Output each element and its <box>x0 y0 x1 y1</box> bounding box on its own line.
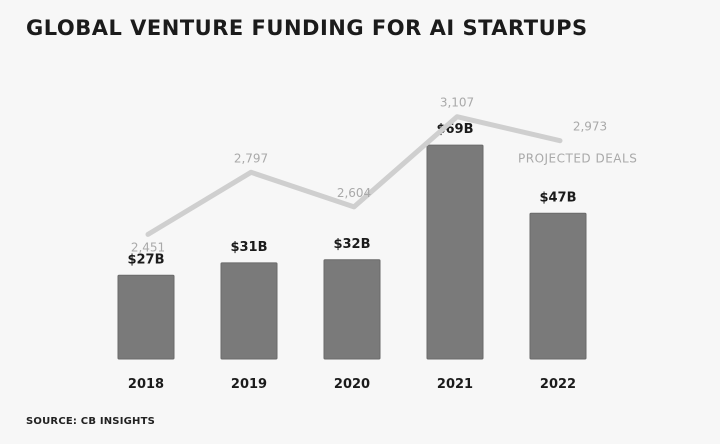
chart-title: GLOBAL VENTURE FUNDING FOR AI STARTUPS <box>26 16 588 40</box>
x-tick-label-2020: 2020 <box>334 377 370 392</box>
deals-value-label-2022: 2,973 <box>573 120 607 134</box>
deals-value-label-2018: 2,451 <box>131 240 165 254</box>
bar-2020 <box>323 259 381 360</box>
bar-value-label-2022: $47B <box>539 190 576 205</box>
bar-value-label-2019: $31B <box>230 240 267 255</box>
deals-value-label-2020: 2,604 <box>337 186 371 200</box>
deals-line <box>145 114 563 237</box>
source-note: SOURCE: CB INSIGHTS <box>26 416 156 427</box>
x-tick-label-2019: 2019 <box>231 377 267 392</box>
bar-2019 <box>220 262 278 360</box>
bar-value-label-2018: $27B <box>127 252 164 267</box>
bar-value-label-2020: $32B <box>333 237 370 252</box>
bar-2018 <box>117 274 175 360</box>
deals-value-label-2019: 2,797 <box>234 151 268 165</box>
x-tick-label-2022: 2022 <box>540 377 576 392</box>
bar-2022 <box>529 212 587 360</box>
x-tick-label-2021: 2021 <box>437 377 473 392</box>
bar-2021 <box>426 144 484 360</box>
deals-value-label-2021: 3,107 <box>440 96 474 110</box>
x-tick-label-2018: 2018 <box>128 377 164 392</box>
deals-legend-label: PROJECTED DEALS <box>518 152 637 166</box>
